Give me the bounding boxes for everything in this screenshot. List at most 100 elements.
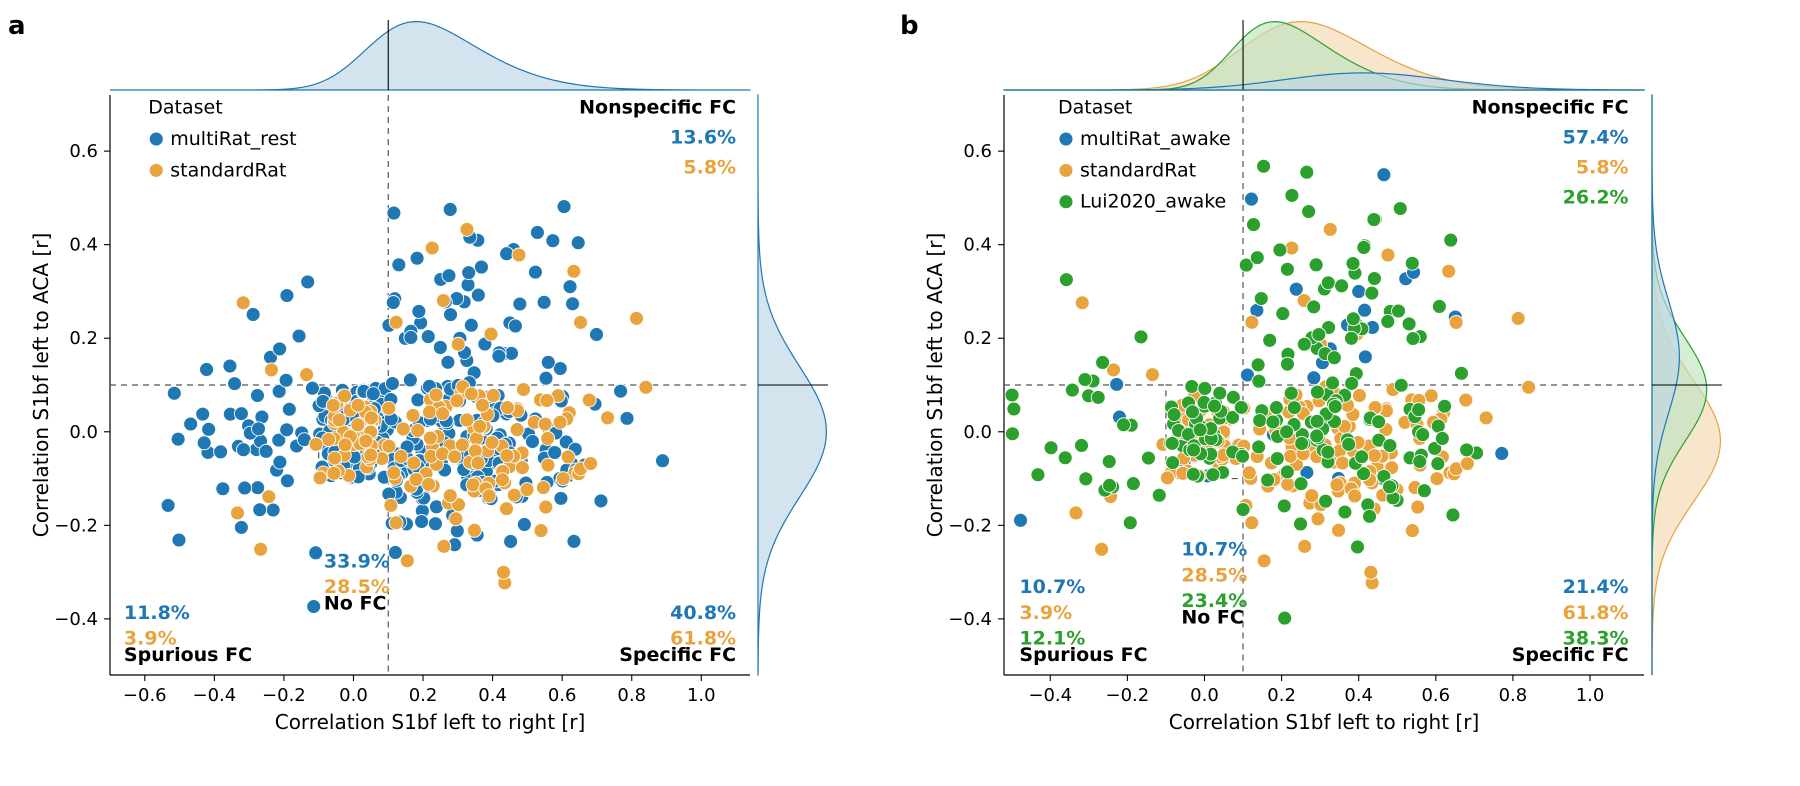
- scatter-point: [301, 275, 315, 289]
- scatter-point: [450, 394, 464, 408]
- scatter-point: [1355, 450, 1369, 464]
- scatter-point: [1442, 264, 1456, 278]
- y-tick-label: 0.4: [69, 235, 98, 256]
- scatter-point: [197, 436, 211, 450]
- scatter-point: [554, 491, 568, 505]
- scatter-point: [266, 503, 280, 517]
- scatter-point: [1511, 311, 1525, 325]
- scatter-point: [1166, 456, 1180, 470]
- scatter-point: [1044, 441, 1058, 455]
- scatter-point: [1393, 202, 1407, 216]
- x-tick-label: 0.2: [1267, 685, 1296, 706]
- y-tick-label: −0.2: [54, 515, 98, 536]
- scatter-point: [1357, 240, 1371, 254]
- legend-label: Lui2020_awake: [1080, 191, 1226, 213]
- scatter-point: [1236, 449, 1250, 463]
- scatter-point: [273, 342, 287, 356]
- scatter-point: [500, 247, 514, 261]
- scatter-point: [1383, 438, 1397, 452]
- scatter-point: [273, 455, 287, 469]
- scatter-point: [423, 405, 437, 419]
- scatter-point: [566, 297, 580, 311]
- scatter-point: [515, 461, 529, 475]
- corner-pct: 21.4%: [1563, 576, 1629, 598]
- scatter-point: [464, 387, 478, 401]
- scatter-point: [557, 200, 571, 214]
- scatter-point: [1207, 399, 1221, 413]
- scatter-point: [421, 330, 435, 344]
- scatter-point: [601, 411, 615, 425]
- scatter-point: [517, 517, 531, 531]
- scatter-point: [1280, 262, 1294, 276]
- scatter-point: [1287, 401, 1301, 415]
- scatter-point: [1365, 286, 1379, 300]
- scatter-point: [513, 297, 527, 311]
- legend-marker: [149, 163, 163, 177]
- scatter-point: [1295, 436, 1309, 450]
- scatter-point: [525, 434, 539, 448]
- scatter-point: [574, 315, 588, 329]
- scatter-point: [561, 450, 575, 464]
- scatter-point: [1417, 484, 1431, 498]
- x-tick-label: 1.0: [687, 685, 716, 706]
- scatter-point: [1146, 368, 1160, 382]
- scatter-point: [1273, 243, 1287, 257]
- scatter-point: [292, 329, 306, 343]
- scatter-point: [228, 377, 242, 391]
- scatter-point: [556, 472, 570, 486]
- scatter-point: [167, 386, 181, 400]
- scatter-point: [1321, 445, 1335, 459]
- scatter-point: [1079, 472, 1093, 486]
- y-tick-label: 0.6: [69, 141, 98, 162]
- scatter-point: [1319, 494, 1333, 508]
- scatter-point: [425, 241, 439, 255]
- scatter-point: [223, 359, 237, 373]
- scatter-point: [1152, 488, 1166, 502]
- scatter-point: [1005, 388, 1019, 402]
- corner-title: Nonspecific FC: [1472, 97, 1629, 119]
- scatter-point: [541, 355, 555, 369]
- scatter-point: [246, 307, 260, 321]
- scatter-point: [462, 266, 476, 280]
- scatter-point: [1187, 443, 1201, 457]
- scatter-point: [1298, 539, 1312, 553]
- scatter-point: [1234, 400, 1248, 414]
- corner-pct: 38.3%: [1563, 628, 1629, 650]
- scatter-point: [1165, 436, 1179, 450]
- scatter-point: [492, 349, 506, 363]
- x-tick-label: 0.2: [409, 685, 438, 706]
- scatter-point: [486, 388, 500, 402]
- scatter-point: [1280, 465, 1294, 479]
- scatter-point: [411, 423, 425, 437]
- scatter-point: [411, 393, 425, 407]
- scatter-point: [1253, 414, 1267, 428]
- y-tick-label: 0.4: [963, 235, 992, 256]
- scatter-point: [387, 206, 401, 220]
- scatter-point: [520, 483, 534, 497]
- legend-title: Dataset: [1058, 97, 1132, 119]
- scatter-point: [366, 387, 380, 401]
- y-tick-label: −0.2: [948, 515, 992, 536]
- scatter-point: [1134, 330, 1148, 344]
- scatter-point: [436, 294, 450, 308]
- scatter-point: [410, 251, 424, 265]
- scatter-point: [1031, 468, 1045, 482]
- scatter-point: [495, 473, 509, 487]
- scatter-point: [516, 382, 530, 396]
- scatter-point: [460, 222, 474, 236]
- scatter-point: [328, 451, 342, 465]
- scatter-point: [184, 417, 198, 431]
- corner-pct: 40.8%: [670, 602, 736, 624]
- scatter-point: [236, 296, 250, 310]
- scatter-point: [1402, 317, 1416, 331]
- scatter-point: [437, 539, 451, 553]
- scatter-point: [1377, 168, 1391, 182]
- scatter-point: [433, 340, 447, 354]
- x-tick-label: −0.2: [1106, 685, 1150, 706]
- x-tick-label: −0.4: [192, 685, 236, 706]
- legend-label: multiRat_awake: [1080, 128, 1231, 150]
- scatter-point: [1312, 328, 1326, 342]
- scatter-point: [482, 489, 496, 503]
- x-tick-label: 0.8: [617, 685, 646, 706]
- scatter-point: [394, 449, 408, 463]
